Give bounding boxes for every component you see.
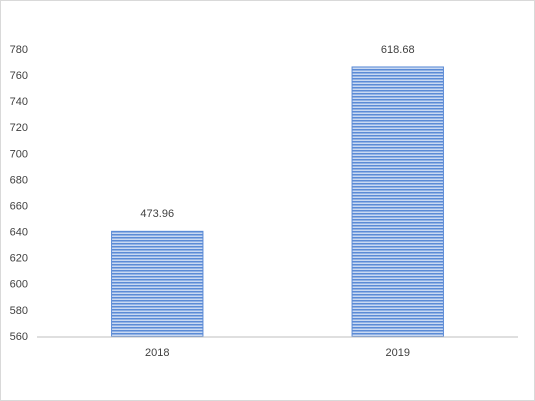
y-tick-label: 640 xyxy=(10,227,28,239)
y-tick-label: 780 xyxy=(10,44,28,56)
y-tick-label: 620 xyxy=(10,253,28,265)
x-tick-label: 2019 xyxy=(386,347,410,359)
bar-annotation: 618.68 xyxy=(381,44,415,56)
y-tick-label: 720 xyxy=(10,122,28,134)
y-tick-label: 740 xyxy=(10,96,28,108)
y-tick-label: 600 xyxy=(10,279,28,291)
y-tick-label: 660 xyxy=(10,200,28,212)
y-tick-label: 700 xyxy=(10,148,28,160)
bar xyxy=(351,66,444,338)
x-tick-label: 2018 xyxy=(145,347,169,359)
y-tick-label: 580 xyxy=(10,305,28,317)
y-tick-label: 680 xyxy=(10,174,28,186)
y-tick-label: 760 xyxy=(10,70,28,82)
bar xyxy=(111,230,204,338)
bar-annotation: 473.96 xyxy=(140,208,174,220)
y-tick-label: 560 xyxy=(10,331,28,343)
